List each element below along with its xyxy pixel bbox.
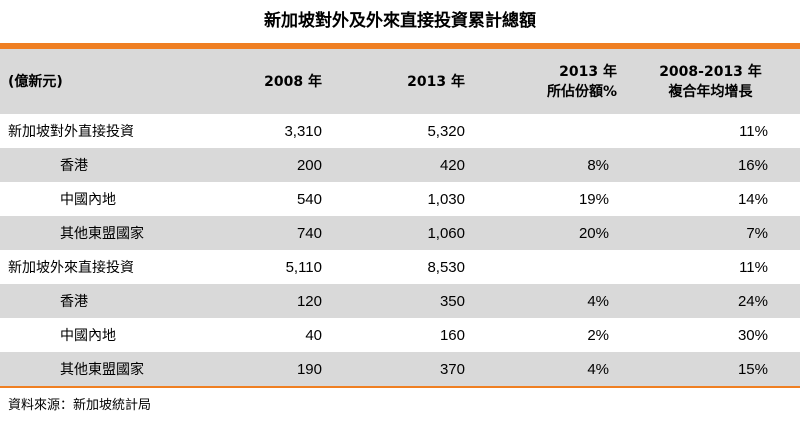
value-cagr: 24%: [737, 292, 768, 310]
table-row: 中國內地 540 1,030 19% 14%: [0, 182, 800, 216]
header-share-line2: 所佔份額%: [546, 83, 617, 100]
table-row: 其他東盟國家 190 370 4% 15%: [0, 352, 800, 386]
value-2013: 8,530: [427, 258, 465, 276]
value-share: 20%: [578, 224, 609, 242]
header-row: (億新元) 2008 年 2013 年 2013 年 所佔份額% 2008-20…: [0, 49, 800, 114]
row-label: 其他東盟國家: [60, 362, 144, 378]
bottom-divider: [0, 386, 800, 388]
value-2008: 190: [296, 360, 322, 378]
header-2008: 2008 年: [264, 73, 322, 90]
table-row: 其他東盟國家 740 1,060 20% 7%: [0, 216, 800, 250]
table-header: (億新元) 2008 年 2013 年 2013 年 所佔份額% 2008-20…: [0, 49, 800, 114]
row-label: 其他東盟國家: [60, 226, 144, 242]
row-label: 中國內地: [60, 192, 116, 208]
table-row: 香港 120 350 4% 24%: [0, 284, 800, 318]
value-share: 4%: [587, 360, 609, 378]
value-share: [473, 114, 617, 148]
table-row: 中國內地 40 160 2% 30%: [0, 318, 800, 352]
source-note: 資料來源：新加坡統計局: [8, 398, 152, 413]
table-row: 香港 200 420 8% 16%: [0, 148, 800, 182]
header-unit: (億新元): [8, 73, 63, 90]
value-cagr: 11%: [739, 258, 768, 276]
value-share: 8%: [587, 156, 609, 174]
value-2013: 160: [439, 326, 465, 344]
row-label: 新加坡對外直接投資: [8, 124, 134, 140]
value-cagr: 30%: [737, 326, 768, 344]
value-2008: 3,310: [284, 122, 322, 140]
table-row: 新加坡外來直接投資 5,110 8,530 11%: [0, 250, 800, 284]
row-label: 香港: [60, 158, 88, 174]
value-2008: 540: [296, 190, 322, 208]
value-2008: 120: [296, 292, 322, 310]
value-2008: 740: [296, 224, 322, 242]
header-cagr: 2008-2013 年 複合年均增長: [617, 49, 800, 114]
header-cagr-line2: 複合年均增長: [668, 83, 753, 100]
header-cagr-line1: 2008-2013 年: [659, 63, 762, 80]
value-cagr: 15%: [737, 360, 768, 378]
value-cagr: 11%: [739, 122, 768, 140]
value-2013: 350: [439, 292, 465, 310]
table-title: 新加坡對外及外來直接投資累計總額: [264, 11, 536, 31]
table-body: 新加坡對外直接投資 3,310 5,320 11% 香港 200 420 8% …: [0, 114, 800, 386]
fdi-table: (億新元) 2008 年 2013 年 2013 年 所佔份額% 2008-20…: [0, 49, 800, 386]
value-2013: 1,030: [427, 190, 465, 208]
row-label: 香港: [60, 294, 88, 310]
value-share: 2%: [587, 326, 609, 344]
value-cagr: 7%: [746, 224, 768, 242]
value-share: [473, 250, 617, 284]
header-2013: 2013 年: [407, 73, 465, 90]
value-cagr: 14%: [737, 190, 768, 208]
row-label: 新加坡外來直接投資: [8, 260, 134, 276]
header-share: 2013 年 所佔份額%: [473, 49, 617, 114]
value-2008: 40: [305, 326, 322, 344]
table-row: 新加坡對外直接投資 3,310 5,320 11%: [0, 114, 800, 148]
value-2013: 1,060: [427, 224, 465, 242]
value-share: 19%: [578, 190, 609, 208]
value-2013: 370: [439, 360, 465, 378]
value-2008: 200: [296, 156, 322, 174]
value-share: 4%: [587, 292, 609, 310]
value-cagr: 16%: [737, 156, 768, 174]
value-2013: 420: [439, 156, 465, 174]
value-2013: 5,320: [427, 122, 465, 140]
top-divider: [0, 43, 800, 49]
header-share-line1: 2013 年: [559, 63, 617, 80]
value-2008: 5,110: [285, 258, 322, 276]
row-label: 中國內地: [60, 328, 116, 344]
